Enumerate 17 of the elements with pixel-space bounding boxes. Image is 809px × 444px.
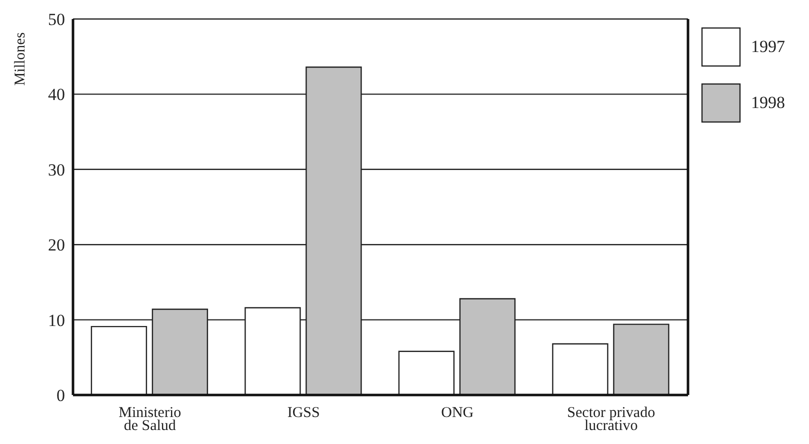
y-tick-label: 20	[48, 236, 65, 255]
bar	[90, 326, 148, 395]
legend-label: 1997	[751, 36, 785, 58]
bar	[398, 350, 455, 395]
x-tick-label: ONG	[441, 405, 474, 421]
x-tick-label: Sector privado lucrativo	[567, 405, 656, 434]
bar	[552, 343, 608, 395]
x-tick-label: Ministerio de Salud	[118, 405, 182, 434]
y-tick-label: 0	[56, 386, 65, 406]
legend-label: 1998	[751, 92, 785, 114]
bar	[613, 324, 670, 395]
y-tick-label: 50	[48, 10, 65, 30]
y-tick-label: 10	[48, 310, 65, 330]
y-axis-title: Millones	[12, 32, 29, 86]
x-tick-label: IGSS	[287, 405, 320, 421]
y-tick-label: 30	[48, 160, 65, 180]
y-tick-label: 40	[48, 85, 65, 104]
